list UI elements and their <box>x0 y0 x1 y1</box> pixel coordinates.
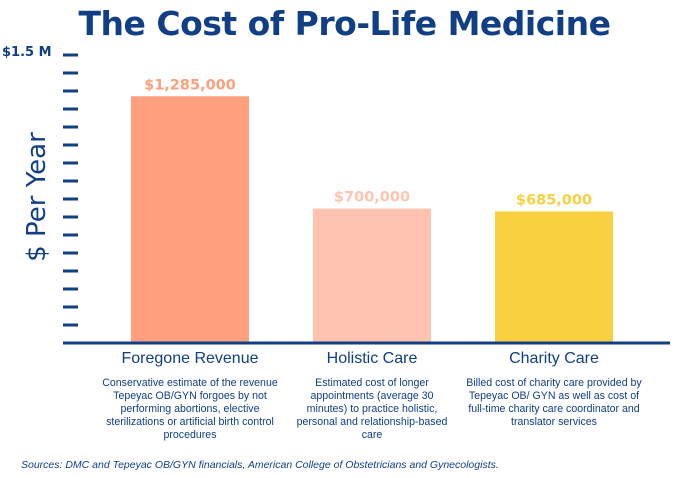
y-axis-top-label: $1.5 M <box>2 45 52 60</box>
value-label-foregone-revenue: $1,285,000 <box>144 77 236 93</box>
value-label-holistic-care: $700,000 <box>334 190 410 206</box>
category-label-charity-care: Charity Care <box>509 350 599 367</box>
value-label-charity-care: $685,000 <box>516 192 592 208</box>
description-holistic-care: Estimated cost of longer appointments (a… <box>296 377 448 441</box>
source-note: Sources: DMC and Tepeyac OB/GYN financia… <box>21 459 499 471</box>
category-label-holistic-care: Holistic Care <box>326 350 418 367</box>
description-foregone-revenue: Conservative estimate of the revenue Tep… <box>102 377 278 441</box>
bar-foregone-revenue <box>131 96 249 342</box>
description-charity-care: Billed cost of charity care provided by … <box>466 377 642 428</box>
bar-charity-care <box>495 211 613 342</box>
chart-title: The Cost of Pro-Life Medicine <box>78 4 611 43</box>
bar-holistic-care <box>313 208 431 342</box>
category-label-foregone-revenue: Foregone Revenue <box>121 350 259 367</box>
